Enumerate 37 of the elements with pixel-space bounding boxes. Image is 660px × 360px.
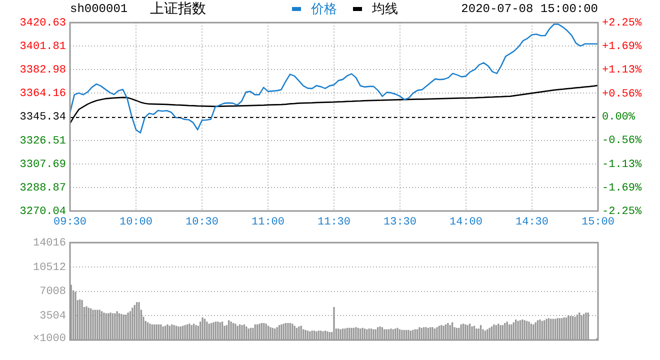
y-tick-label: 14016 (32, 238, 66, 250)
y-tick-label: 3307.69 (20, 158, 66, 171)
y2-tick-label: -2.25% (602, 206, 642, 218)
text: 2020-07-08 15:00:00 (461, 2, 598, 16)
y-tick-label: 3401.81 (20, 41, 66, 54)
y-tick-label: 3382.98 (20, 64, 66, 77)
x-tick-label: 15:00 (581, 216, 615, 229)
x-tick-label: 09:30 (53, 216, 87, 229)
y-tick-label: 3270.04 (20, 206, 66, 218)
y-tick-label: 10512 (32, 262, 66, 274)
x-tick-label: 11:30 (317, 216, 351, 229)
y2-tick-label: 0.00% (602, 112, 636, 124)
y-tick-label: 7008 (40, 286, 66, 298)
y2-tick-label: +2.25% (602, 18, 642, 30)
y-tick-label: 3504 (40, 310, 66, 323)
y2-tick-label: -0.56% (602, 135, 642, 148)
y2-tick-label: +0.56% (602, 88, 642, 100)
y-tick-label: 3420.63 (20, 18, 66, 30)
x-tick-label: 14:30 (515, 216, 549, 229)
y-tick-label: 3288.87 (20, 182, 66, 194)
x-tick-label: 10:30 (185, 216, 219, 229)
y-tick-label: 3364.16 (20, 88, 66, 100)
x-tick-label: 11:00 (251, 216, 285, 229)
chart-subtitle: sh000001 (70, 2, 128, 16)
y-axis-title: ×1000 (32, 333, 66, 345)
chart-title: 上证指数 (150, 0, 206, 18)
y-tick-label: 3326.51 (20, 135, 66, 148)
x-tick-label: 13:30 (383, 216, 417, 229)
legend-label: 均线 (372, 1, 398, 18)
x-tick-label: 14:00 (449, 216, 483, 229)
y2-tick-label: +1.69% (602, 40, 642, 53)
y-tick-label: 3345.34 (20, 112, 66, 124)
y2-tick-label: -1.69% (602, 182, 642, 194)
x-tick-label: 10:00 (119, 216, 153, 229)
y2-tick-label: -1.13% (602, 159, 642, 172)
legend-label: 价格 (311, 1, 337, 18)
y2-tick-label: +1.13% (602, 64, 642, 76)
